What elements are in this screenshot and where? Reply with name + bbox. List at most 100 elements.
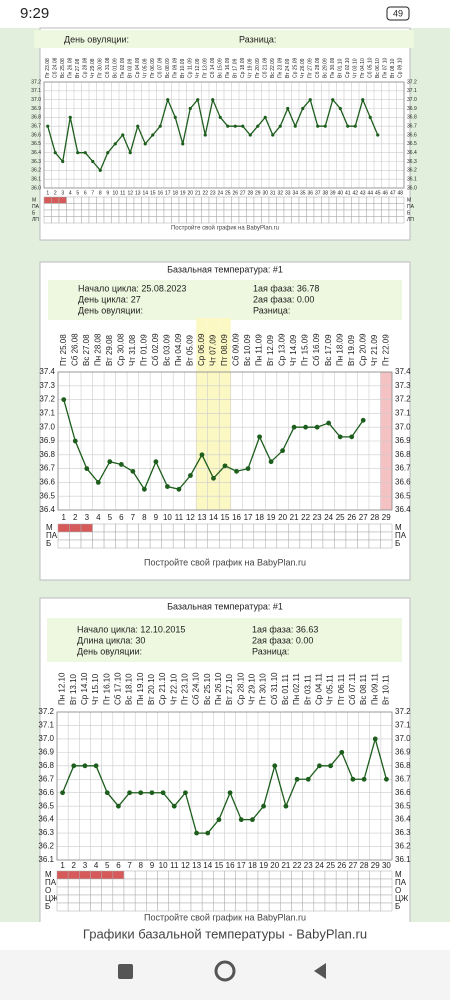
day-number: 23 [304, 861, 313, 870]
y-tick-label: 36.2 [38, 842, 54, 851]
temperature-point [203, 133, 207, 137]
row-cell [380, 886, 393, 896]
y-tick-label: 36.1 [407, 176, 417, 182]
row-cell [298, 216, 307, 224]
row-cell [168, 894, 181, 904]
temperature-point [222, 463, 228, 469]
row-cell [231, 209, 240, 217]
date-label: Пт 25.08 [59, 334, 68, 366]
row-cell [190, 886, 203, 896]
date-label: Пн 23.09 [278, 58, 284, 78]
date-label: Чт 14.09 [289, 334, 298, 366]
row-cell [216, 209, 225, 217]
row-cell [253, 539, 266, 549]
day-number: 22 [202, 190, 208, 196]
row-cell [67, 886, 80, 896]
row-cell [148, 216, 157, 224]
plot-frame [43, 81, 405, 189]
temperature-point [291, 424, 297, 430]
day-number: 20 [187, 190, 193, 196]
row-cell [111, 216, 120, 224]
row-cell [345, 523, 358, 533]
temperature-point [116, 803, 121, 809]
row-cell [67, 870, 80, 880]
y-tick-label: 36.1 [395, 855, 411, 864]
day-number: 26 [347, 513, 356, 522]
row-cell [58, 209, 67, 217]
row-cell [90, 894, 102, 904]
day-number: 6 [116, 861, 121, 870]
header-box [34, 30, 414, 48]
day-number: 28 [370, 513, 379, 522]
temperature-point [173, 115, 177, 119]
temperature-point [93, 763, 99, 769]
temperature-point [118, 462, 124, 467]
row-cell [388, 209, 397, 217]
row-cell [265, 531, 278, 541]
row-cell [268, 902, 281, 912]
row-cell [321, 209, 330, 217]
temperature-point [130, 468, 136, 474]
temperature-point [72, 438, 78, 444]
temperature-point [127, 790, 132, 796]
row-cell [207, 531, 220, 541]
date-label: Вт 05.09 [186, 334, 195, 366]
row-cell [90, 878, 102, 888]
day-number: 42 [352, 190, 358, 196]
row-cell [334, 531, 347, 541]
row-cell [388, 203, 397, 211]
row-cell [280, 902, 292, 912]
temperature-point [95, 480, 101, 485]
temperature-point [272, 763, 278, 769]
row-cell [213, 894, 225, 904]
day-number: 14 [209, 513, 218, 522]
row-cell [213, 902, 225, 912]
temperature-point [263, 115, 267, 119]
row-label: ЛП [32, 217, 39, 223]
row-cell [351, 203, 360, 211]
row-cell [148, 209, 157, 217]
back-button[interactable] [314, 963, 326, 979]
row-cell [172, 539, 185, 549]
row-cell [298, 209, 307, 217]
row-cell [92, 523, 105, 533]
row-cell [56, 902, 69, 912]
date-label: Сб 09.09 [232, 333, 241, 366]
row-cell [51, 203, 60, 211]
temperature-point [316, 124, 320, 128]
row-label: М [407, 198, 411, 204]
row-cell [335, 886, 348, 896]
temperature-point [349, 434, 355, 440]
row-cell [115, 531, 128, 541]
header-field: Начало цикла: 25.08.2023 [78, 283, 186, 293]
row-cell [347, 902, 359, 912]
y-tick-label: 37.1 [395, 721, 411, 730]
day-number: 20 [278, 513, 287, 522]
temperature-point [303, 424, 309, 430]
day-number: 47 [390, 190, 396, 196]
date-label: Пт 16.10 [102, 673, 111, 705]
row-cell [112, 878, 125, 888]
home-button[interactable] [214, 960, 236, 982]
date-label: Ср 04.11 [315, 673, 324, 705]
row-cell [313, 209, 322, 217]
row-cell [190, 870, 203, 880]
row-cell [283, 209, 292, 217]
row-cell [230, 539, 243, 549]
day-number: 9 [150, 861, 155, 870]
row-cell [101, 886, 114, 896]
day-number: 19 [259, 861, 268, 870]
temperature-point [305, 776, 311, 782]
row-cell [67, 878, 80, 888]
day-number: 40 [337, 190, 343, 196]
recent-button[interactable] [118, 964, 133, 979]
y-tick-label: 36.8 [395, 761, 411, 770]
row-cell [184, 531, 197, 541]
row-cell [88, 209, 97, 217]
date-label: Вс 22.09 [270, 58, 276, 78]
date-label: Сб 05.10 [368, 57, 374, 78]
y-tick-label: 37.0 [395, 422, 411, 431]
row-cell [179, 878, 192, 888]
y-tick-label: 37.1 [395, 409, 411, 418]
y-tick-label: 37.0 [395, 734, 411, 743]
